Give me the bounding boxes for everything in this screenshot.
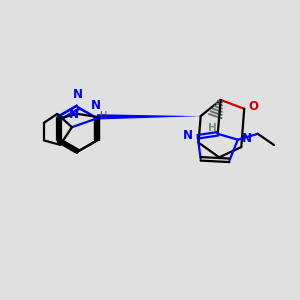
Text: N: N (91, 99, 100, 112)
Text: H: H (208, 123, 217, 133)
Text: H: H (100, 111, 107, 121)
Text: N: N (73, 88, 83, 101)
Polygon shape (97, 114, 201, 119)
Text: N: N (68, 108, 78, 121)
Text: N: N (242, 132, 252, 145)
Text: O: O (249, 100, 259, 113)
Text: N: N (182, 129, 192, 142)
